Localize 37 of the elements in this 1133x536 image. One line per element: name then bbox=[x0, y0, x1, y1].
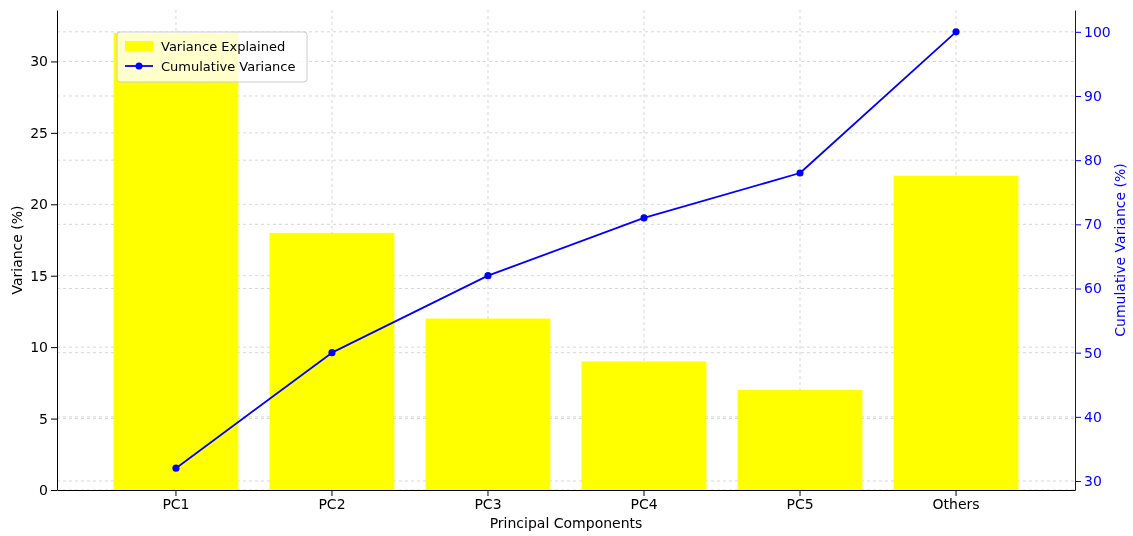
y-tick-label: 10 bbox=[30, 339, 48, 356]
x-tick-label: PC2 bbox=[318, 495, 346, 512]
y2-tick-label: 70 bbox=[1084, 216, 1102, 233]
y2-tick-label: 60 bbox=[1084, 280, 1102, 297]
y-tick-label: 0 bbox=[39, 481, 48, 498]
y-tick-label: 20 bbox=[30, 196, 48, 213]
y-axis-title: Variance (%) bbox=[9, 205, 25, 295]
bar bbox=[737, 390, 863, 490]
bar bbox=[581, 361, 707, 490]
bar bbox=[269, 232, 395, 490]
y-tick-label: 25 bbox=[30, 124, 48, 141]
y2-tick-label: 40 bbox=[1084, 408, 1102, 425]
x-tick-label: PC4 bbox=[630, 495, 658, 512]
point bbox=[640, 214, 648, 222]
y2-axis-title: Cumulative Variance (%) bbox=[1112, 163, 1128, 337]
y2-tick-label: 100 bbox=[1084, 23, 1111, 40]
y2-tick-label: 30 bbox=[1084, 473, 1102, 489]
x-tick-label: PC1 bbox=[162, 495, 190, 512]
y-tick-label: 15 bbox=[30, 267, 48, 284]
point bbox=[172, 464, 180, 472]
legend-label: Cumulative Variance bbox=[161, 58, 296, 74]
legend-label: Variance Explained bbox=[161, 38, 286, 54]
point bbox=[328, 349, 336, 357]
y2-tick-label: 50 bbox=[1084, 344, 1102, 361]
y2-tick-label: 80 bbox=[1084, 152, 1102, 169]
x-tick-label: PC5 bbox=[786, 495, 814, 512]
point bbox=[952, 28, 960, 36]
point bbox=[796, 169, 804, 177]
x-axis-title: Principal Components bbox=[489, 515, 643, 531]
y2-tick-label: 90 bbox=[1084, 87, 1102, 104]
bar bbox=[425, 318, 551, 490]
y-tick-label: 5 bbox=[39, 410, 48, 427]
y-tick-label: 30 bbox=[30, 53, 48, 70]
point bbox=[484, 272, 492, 280]
x-tick-label: Others bbox=[932, 495, 980, 512]
x-tick-label: PC3 bbox=[474, 495, 502, 512]
bar bbox=[893, 175, 1019, 490]
